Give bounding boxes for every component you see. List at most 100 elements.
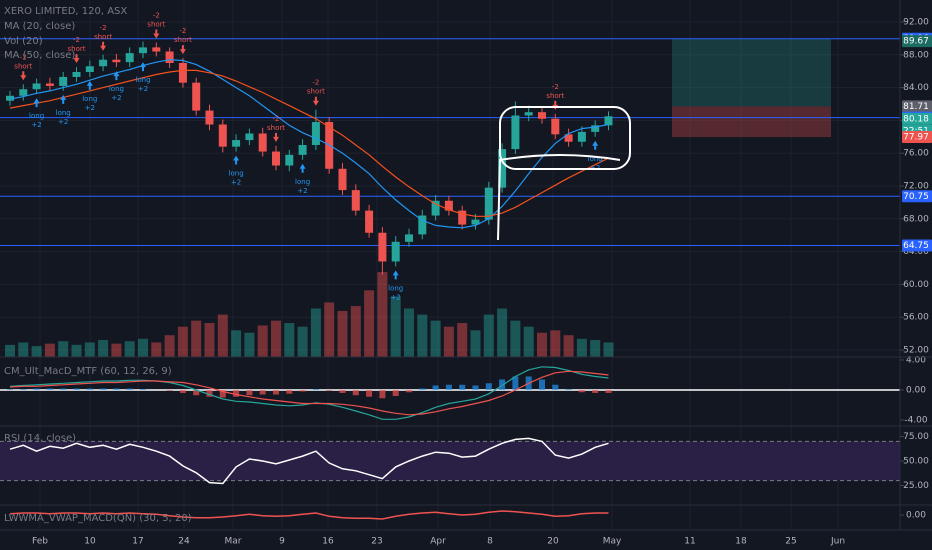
drawing-line [497,154,621,241]
candle-body [351,190,360,211]
macd-histogram [166,390,173,391]
x-tick-label: 11 [684,537,695,547]
signal-side: short [14,62,32,70]
macd-histogram [286,390,293,394]
y-tick-label: 72.00 [903,182,929,192]
legend-ma50: MA (50, close) [4,50,75,61]
macd-histogram [406,390,412,393]
macd-histogram [246,390,253,396]
price-label: 64.75 [903,241,929,251]
volume-bar [44,343,55,357]
x-tick-label: 16 [322,537,334,547]
price-label: 89.67 [903,37,929,47]
volume-bar [58,341,69,357]
signal-arrow [392,270,399,280]
position-target [672,38,831,107]
candle-body [458,210,467,225]
candle-body [498,149,507,188]
signal-arrow [60,94,67,104]
signal-size: -2 [100,24,107,32]
volume-bar [284,323,295,357]
volume-bar [71,344,82,357]
volume-bar [483,314,494,357]
volume-bar [470,330,481,357]
candle-body [72,72,81,77]
candle-body [405,234,413,242]
volume-bar [124,341,135,357]
signal-size: +2 [111,94,121,102]
signal-arrow [299,163,306,173]
volume-bar [350,306,361,357]
candle-body [538,112,546,119]
price-label: 70.75 [903,192,929,202]
macd-histogram [392,390,399,396]
candle-body [218,124,227,147]
signal-side: long [82,95,97,103]
volume-bar [510,320,521,357]
y-tick-label: 88.00 [903,50,929,60]
y-tick-label: 4.00 [906,356,926,366]
volume-bar [31,346,42,357]
x-tick-label: 18 [735,537,747,547]
candle-body [564,134,573,142]
signal-size: +2 [590,164,600,172]
volume-bar [404,308,414,357]
candle-body [444,200,453,211]
candle-body [85,66,94,73]
y-tick-label: 84.00 [903,83,929,93]
signal-side: long [229,170,244,178]
candle-body [99,59,108,67]
candle-body [471,219,480,225]
volume-bar [271,320,281,357]
candle-body [245,133,254,141]
macd-histogram [578,390,585,393]
signal-side: long [295,178,310,186]
signal-line [9,370,609,416]
volume-bar [217,314,228,357]
candle-body [205,110,214,125]
candle-body [192,82,201,111]
signal-size: -2 [179,27,186,35]
signal-arrow [86,80,93,90]
volume-bar [138,338,148,357]
candle-body [604,116,613,126]
signal-arrow [153,29,160,39]
signal-side: long [56,109,71,117]
macd-histogram [485,383,492,390]
moving-average [9,69,609,217]
signal-side: long [135,76,150,84]
volume-bar [191,320,202,357]
legend-title: XERO LIMITED, 120, ASX [4,6,127,17]
macd-histogram [219,390,226,398]
signal-size: -2 [552,83,559,91]
x-tick-label: Feb [32,537,48,547]
y-tick-label: 52.00 [903,346,929,356]
macd-histogram [379,390,386,399]
candle-body [258,133,267,152]
y-tick-label: 0.00 [906,386,926,396]
drawing-box [499,106,631,170]
macd-histogram [193,390,200,396]
signal-side: long [588,155,603,163]
signal-side: long [29,112,44,120]
x-tick-label: 20 [547,537,559,547]
macd-histogram [472,385,479,390]
macd-histogram [7,389,13,390]
x-tick-label: 24 [178,537,190,547]
price-label-box [902,131,932,144]
volume-bar [111,343,122,357]
price-label: 81.71 [903,102,929,112]
macd-histogram [259,390,266,395]
x-tick-label: Mar [225,537,242,547]
macd-histogram [60,388,67,390]
legend-vol: Vol (20) [4,36,43,47]
signal-arrow [233,155,240,165]
signal-arrow [113,71,120,81]
x-tick-label: 9 [279,537,285,547]
signal-side: short [94,33,112,41]
macd-histogram [326,390,333,391]
volume-bar [177,326,188,357]
rsi-line [9,437,609,485]
rsi-band [0,441,900,481]
